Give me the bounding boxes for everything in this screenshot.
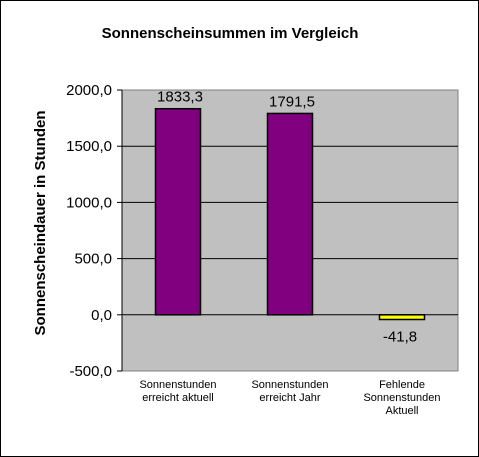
y-tick-labels: 2000,0 1500,0 1000,0 500,0 0,0 -500,0 [66,82,112,380]
data-label: 1833,3 [157,89,203,106]
y-tick-label: 0,0 [91,307,112,324]
category-label-line: erreicht aktuell [142,392,214,404]
bar [378,314,426,321]
data-labels: 1833,3 1791,5 -41,8 [157,89,417,346]
y-tick-label: 1000,0 [66,194,112,211]
category-label-line: Sonnenstunden [363,392,440,404]
category-label-line: Aktuell [385,405,418,417]
y-tick-label: 2000,0 [66,82,112,99]
y-tick-label: 1500,0 [66,138,112,155]
bar [154,107,202,316]
category-label-line: Fehlende [379,379,425,391]
y-tick-label: 500,0 [74,251,112,268]
y-axis-label: Sonnenscheindauer in Stunden [32,110,49,335]
bars [154,107,426,321]
data-label: -41,8 [383,328,417,345]
chart-title: Sonnenscheinsummen im Vergleich [102,25,359,42]
category-label-line: Sonnenstunden [139,379,216,391]
category-label-line: erreicht Jahr [259,392,320,404]
data-label: 1791,5 [269,93,315,110]
category-label-line: Sonnenstunden [251,379,328,391]
y-tick-label: -500,0 [69,363,112,380]
bar [266,112,314,316]
